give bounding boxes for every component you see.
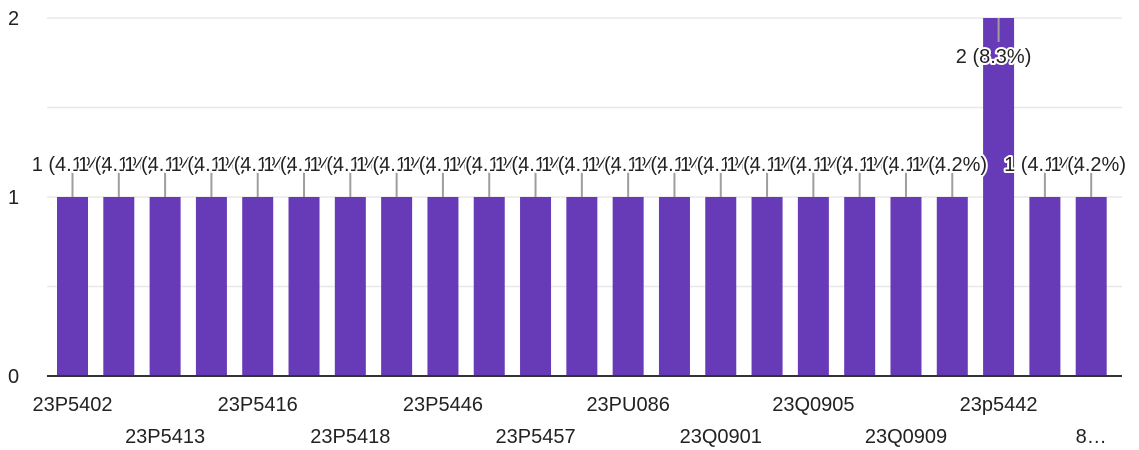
bar xyxy=(566,197,598,376)
x-tick-label: 23p5442 xyxy=(960,394,1038,416)
data-label: 2 (8.3%) xyxy=(956,46,1032,68)
data-label: 1 (4.1%) xyxy=(78,154,154,176)
y-tick-label: 0 xyxy=(8,366,19,388)
bar xyxy=(1029,197,1061,376)
y-axis: 0 1 2 xyxy=(8,8,19,388)
bar xyxy=(797,197,829,376)
data-label: 1 (4.1%) xyxy=(541,154,617,176)
x-tick-label: 23Q0905 xyxy=(772,394,854,416)
data-label: 1 (4.1%) xyxy=(819,154,895,176)
x-tick-label: 8… xyxy=(1076,426,1107,448)
x-tick-label: 23P5457 xyxy=(496,426,576,448)
x-tick-label: 23P5416 xyxy=(218,394,298,416)
data-label: 1 (4.1%) xyxy=(634,154,710,176)
data-label: 1 (4.1%) xyxy=(310,154,386,176)
bar xyxy=(1075,197,1107,376)
data-label: 1 (4.1%) xyxy=(217,154,293,176)
bar xyxy=(334,197,366,376)
data-label: 1 (4.1%) xyxy=(263,154,339,176)
data-label: 1 (4.2%) xyxy=(1050,154,1126,176)
data-label: 1 (4.1%) xyxy=(773,154,849,176)
y-tick-label: 2 xyxy=(8,8,19,30)
data-labels: 1 (4.1%)1 (4.1%)1 (4.1%)1 (4.1%)1 (4.1%)… xyxy=(30,18,1128,197)
bar xyxy=(890,197,922,376)
data-label: 1 (4.1%) xyxy=(680,154,756,176)
x-tick-label: 23P5413 xyxy=(125,426,205,448)
data-label: 1 (4.1%) xyxy=(865,154,941,176)
data-label: 1 (4.1%) xyxy=(356,154,432,176)
x-tick-label: 23P5446 xyxy=(403,394,483,416)
y-tick-label: 1 xyxy=(8,187,19,209)
bar xyxy=(751,197,783,376)
bar xyxy=(149,197,181,376)
data-label: 1 (4.1%) xyxy=(171,154,247,176)
bar xyxy=(103,197,135,376)
bar xyxy=(288,197,320,376)
data-label: 1 (4.1%) xyxy=(402,154,478,176)
bar xyxy=(705,197,737,376)
bar xyxy=(381,197,413,376)
bar xyxy=(57,197,88,376)
bar xyxy=(844,197,876,376)
x-tick-label: 23P5402 xyxy=(32,394,112,416)
data-label: 1 (4.1%) xyxy=(448,154,524,176)
x-tick-label: 23Q0909 xyxy=(865,426,947,448)
x-axis: 23P5402 23P5413 23P5416 23P5418 23P5446 23P54… xyxy=(32,375,1122,448)
data-label: 1 (4.1%) xyxy=(32,154,108,176)
data-label: 1 (4.1%) xyxy=(1004,154,1080,176)
bar xyxy=(612,197,644,376)
x-tick-label: 23PU086 xyxy=(586,394,669,416)
bar xyxy=(473,197,505,376)
bar xyxy=(983,18,1015,376)
bars xyxy=(57,18,1107,376)
x-tick-label: 23P5418 xyxy=(310,426,390,448)
x-tick-label: 23Q0901 xyxy=(680,426,762,448)
data-label: 1 (4.2%) xyxy=(911,154,987,176)
data-label: 1 (4.1%) xyxy=(726,154,802,176)
data-label: 1 (4.1%) xyxy=(587,154,663,176)
bar xyxy=(658,197,690,376)
bar xyxy=(936,197,968,376)
data-label: 1 (4.1%) xyxy=(124,154,200,176)
bar xyxy=(520,197,552,376)
bar xyxy=(195,197,227,376)
bar xyxy=(242,197,274,376)
data-label: 1 (4.1%) xyxy=(495,154,571,176)
bar xyxy=(427,197,459,376)
